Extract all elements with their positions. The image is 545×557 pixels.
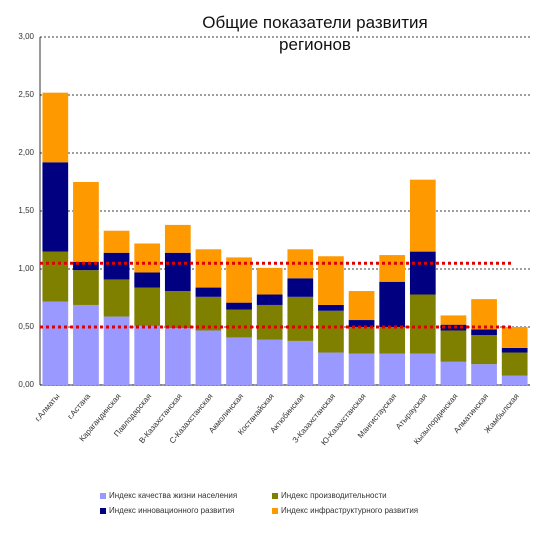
y-tick-label: 2,50	[18, 90, 34, 99]
bar-segment	[195, 249, 222, 288]
bar-segment	[73, 182, 99, 263]
bar-segment	[440, 361, 467, 385]
bar-segment	[226, 257, 252, 303]
y-tick-label: 1,00	[18, 264, 34, 273]
bar-segment	[318, 310, 344, 353]
legend-swatch	[272, 508, 278, 514]
bar-segment	[348, 320, 375, 327]
legend-swatch	[100, 508, 106, 514]
y-tick-label: 1,50	[18, 206, 34, 215]
bar-segment	[409, 294, 436, 354]
bar-segment	[256, 267, 283, 295]
bar-segment	[134, 243, 161, 273]
bar-segment	[164, 224, 191, 253]
bar-segment	[256, 304, 283, 340]
bar-segment	[348, 291, 375, 321]
bar-segment	[379, 255, 406, 282]
legend-swatch	[100, 493, 106, 499]
bar-segment	[471, 364, 497, 385]
bar-segment	[440, 324, 467, 331]
bar-segment	[226, 337, 252, 385]
bar-segment	[195, 287, 222, 297]
bar-segment	[134, 287, 161, 326]
bar-segment	[348, 353, 375, 385]
bar-segment	[409, 179, 436, 252]
chart-title: Общие показатели развития регионов	[202, 13, 428, 54]
bar-segment	[379, 327, 406, 354]
legend-label: Индекс инфраструктурного развития	[281, 506, 418, 515]
bar-segment	[379, 353, 406, 385]
bar-segment	[73, 304, 99, 385]
bar-segment	[471, 299, 497, 330]
y-tick-label: 3,00	[18, 32, 34, 41]
bar-segment	[440, 330, 467, 362]
bar-segment	[103, 252, 130, 280]
bar-segment	[134, 325, 161, 385]
bar-segment	[73, 270, 99, 305]
legend-label: Индекс производительности	[281, 491, 387, 500]
bar-segment	[287, 296, 314, 341]
legend-label: Индекс качества жизни населения	[109, 491, 237, 500]
bar-segment	[440, 315, 467, 325]
legend-label: Индекс инновационного развития	[109, 506, 234, 515]
x-tick-label: г.Алматы	[33, 392, 61, 424]
bar-segment	[103, 230, 130, 253]
bar-segment	[42, 251, 69, 302]
bar-segment	[42, 92, 69, 163]
bar-segment	[195, 330, 222, 385]
bar-segment	[195, 296, 222, 331]
bar-segment	[409, 353, 436, 385]
legend-swatch	[272, 493, 278, 499]
bar-segment	[226, 302, 252, 310]
bar-segment	[318, 304, 344, 311]
bar-segment	[501, 327, 528, 348]
bar-segment	[256, 339, 283, 385]
bar-segment	[348, 327, 375, 354]
bar-segment	[73, 262, 99, 271]
bar-segment	[287, 278, 314, 297]
bar-segment	[318, 352, 344, 385]
bar-segment	[164, 291, 191, 329]
bar-segment	[134, 272, 161, 288]
bar-segment	[164, 252, 191, 292]
bar-segment	[226, 309, 252, 338]
bar-segment	[501, 347, 528, 353]
bar-segment	[501, 375, 528, 385]
y-tick-label: 0,50	[18, 322, 34, 331]
bar-segment	[471, 329, 497, 336]
bar-segment	[287, 340, 314, 385]
bar-segment	[409, 251, 436, 295]
bar-segment	[501, 352, 528, 376]
bar-segment	[256, 294, 283, 305]
y-tick-label: 0,00	[18, 380, 34, 389]
x-tick-label: г.Астана	[66, 391, 93, 420]
bar-segment	[103, 279, 130, 317]
y-tick-label: 2,00	[18, 148, 34, 157]
bar-segment	[379, 281, 406, 327]
bar-segment	[42, 301, 69, 385]
bar-segment	[164, 328, 191, 385]
bar-segment	[471, 335, 497, 365]
bar-segment	[42, 162, 69, 252]
